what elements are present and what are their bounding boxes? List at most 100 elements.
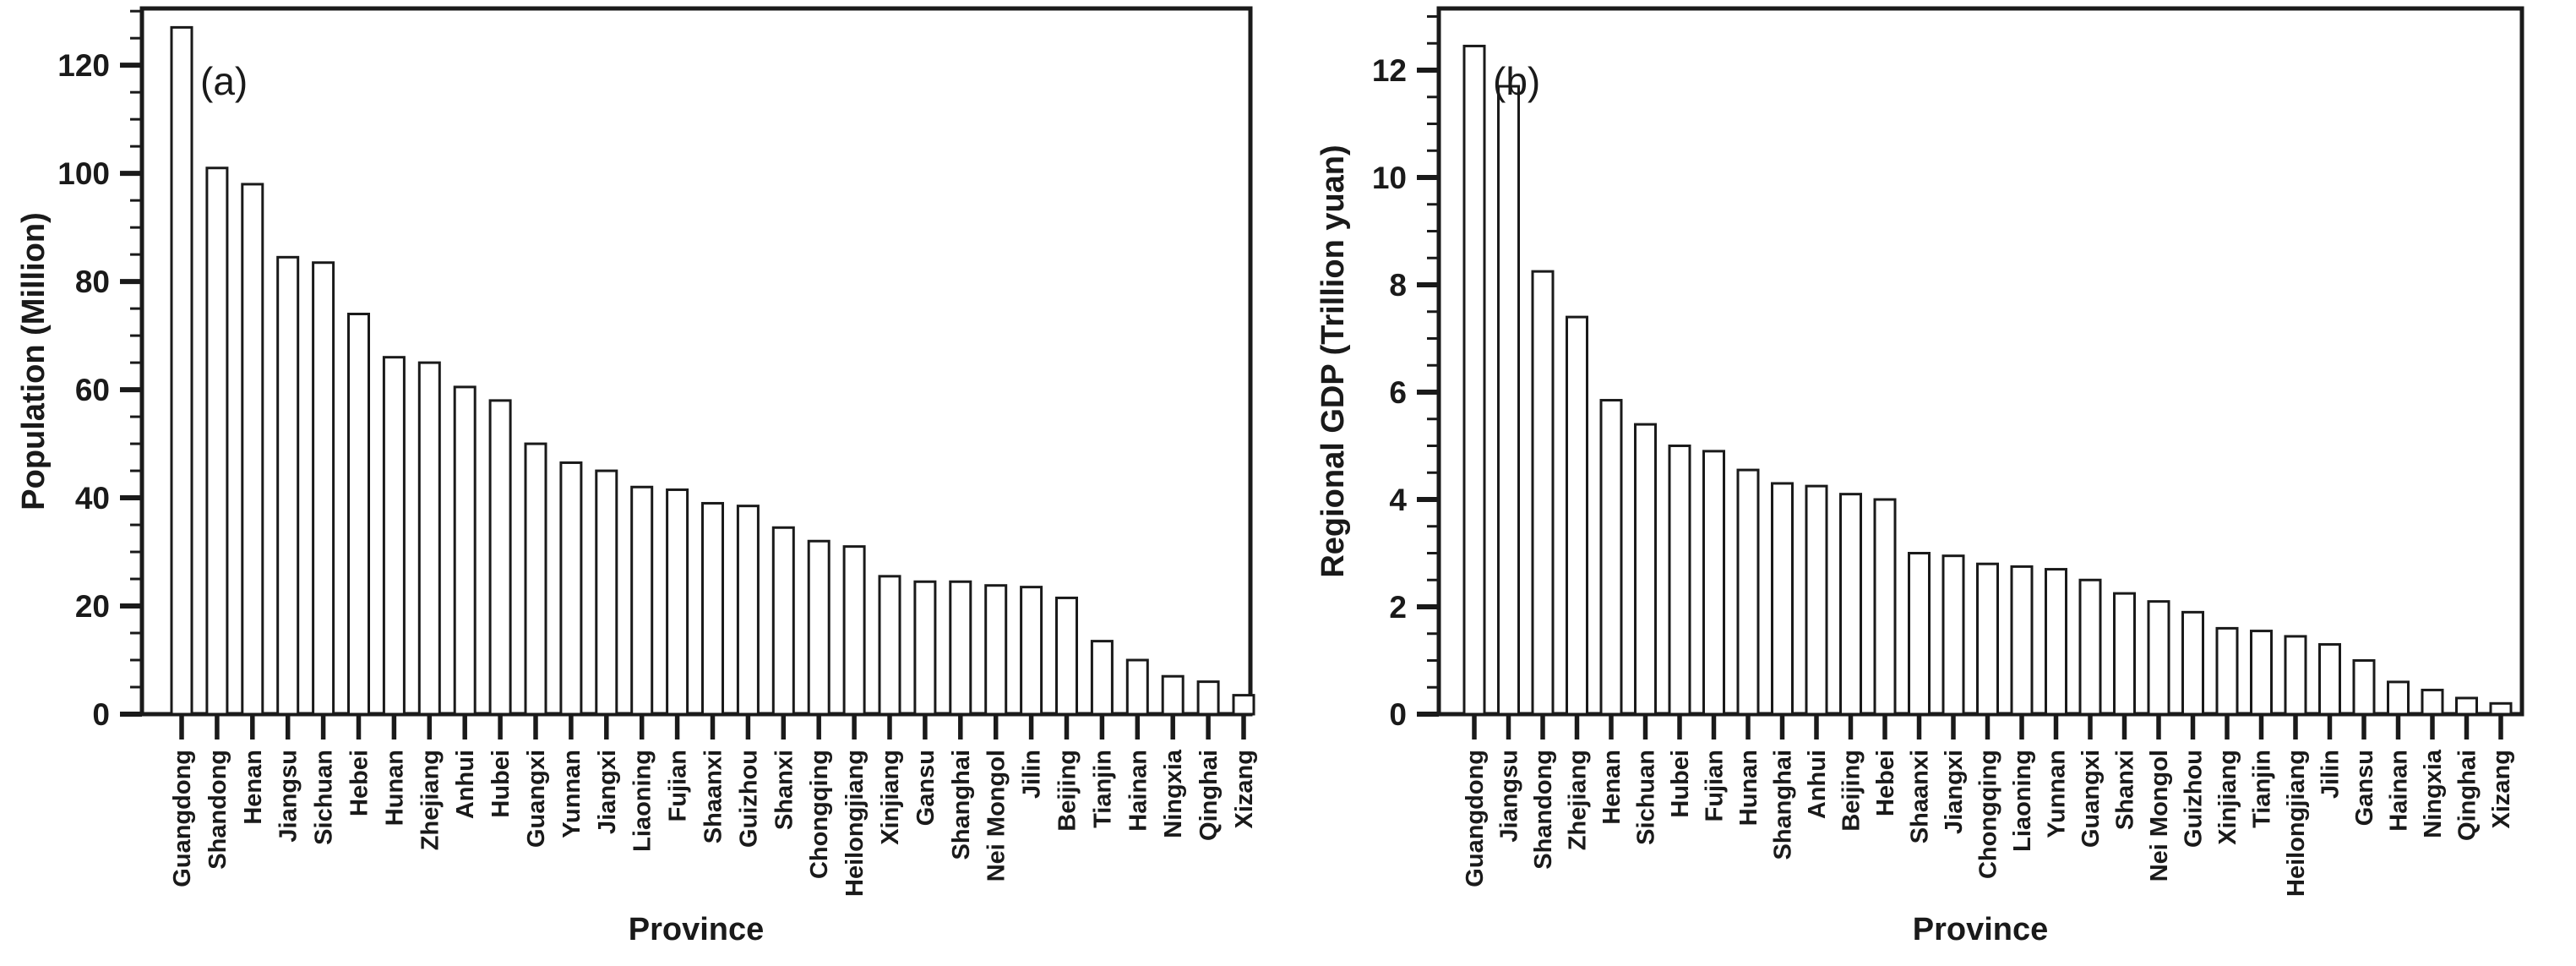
bar-xinjiang	[878, 575, 901, 716]
y-tick-label: 4	[1389, 483, 1407, 517]
y-tick-label: 40	[75, 481, 110, 516]
x-tick-label-anhui: Anhui	[1804, 750, 1831, 819]
bar-jiangsu	[1497, 85, 1520, 716]
x-tick-label-nei-mongol: Nei Mongol	[983, 750, 1010, 881]
bar-liaoning	[2010, 565, 2034, 716]
x-tick-label-chongqing: Chongqing	[1975, 750, 2002, 879]
x-tick-label-hubei: Hubei	[1667, 750, 1694, 818]
bar-yunnan	[559, 461, 583, 716]
bar-jiangxi	[595, 469, 618, 716]
x-tick-label-fujian: Fujian	[665, 750, 692, 821]
x-tick-label-qinghai: Qinghai	[2454, 750, 2481, 841]
x-tick-label-ningxia: Ningxia	[1160, 749, 1187, 838]
bar-qinghai	[2455, 696, 2478, 716]
x-tick-label-jiangsu: Jiangsu	[1496, 750, 1523, 843]
y-tick-label: 0	[92, 697, 110, 732]
bar-hebei	[1873, 498, 1897, 716]
x-tick-label-guangdong: Guangdong	[169, 750, 196, 887]
bar-hebei	[347, 313, 370, 716]
bar-heilongjiang	[2284, 635, 2307, 716]
panel-letter-a: (a)	[200, 59, 248, 103]
x-ticks	[179, 714, 1246, 740]
x-tick-label-shanghai: Shanghai	[948, 750, 975, 860]
bar-nei-mongol	[2147, 600, 2170, 716]
x-tick-label-shaanxi: Shaanxi	[700, 750, 727, 843]
bar-beijing	[1839, 493, 1862, 716]
x-tick-label-shandong: Shandong	[1530, 750, 1557, 870]
y-axis-title: Population (Million)	[16, 212, 52, 510]
x-tick-label-hebei: Hebei	[346, 750, 373, 816]
x-tick-label-tianjin: Tianjin	[1089, 750, 1116, 828]
bar-henan	[241, 183, 264, 716]
x-tick-label-guizhou: Guizhou	[735, 750, 762, 848]
x-tick-label-shandong: Shandong	[204, 750, 231, 870]
bar-shaanxi	[1908, 552, 1931, 716]
bar-ningxia	[2421, 688, 2444, 716]
x-tick-label-hainan: Hainan	[2386, 750, 2413, 832]
bar-hubei	[1668, 445, 1691, 716]
x-tick-label-jiangxi: Jiangxi	[1941, 750, 1968, 834]
bar-nei-mongol	[984, 584, 1008, 716]
bar-guizhou	[736, 505, 760, 716]
y-tick-label: 6	[1389, 375, 1407, 410]
bar-zhejiang	[1566, 315, 1588, 716]
x-tick-label-xizang: Xizang	[1231, 750, 1258, 828]
bar-jiangxi	[1942, 554, 1965, 716]
x-tick-label-shanxi: Shanxi	[2112, 750, 2139, 830]
x-tick-label-yunnan: Yunnan	[558, 750, 585, 838]
x-tick-label-liaoning: Liaoning	[2009, 750, 2036, 852]
x-tick-label-jiangxi: Jiangxi	[594, 750, 621, 834]
bar-guizhou	[2181, 610, 2204, 716]
y-minor-ticks	[1427, 15, 1439, 689]
y-major-ticks: 0 2 4 6 8 10 12	[1372, 53, 1439, 732]
y-tick-label: 8	[1389, 268, 1407, 303]
bar-guangdong	[170, 25, 193, 716]
bar-shanghai	[1771, 482, 1794, 716]
y-axis-title: Regional GDP (Trillion yuan)	[1315, 145, 1351, 577]
x-tick-label-jilin: Jilin	[1019, 750, 1046, 799]
x-axis-title: Province	[629, 912, 765, 947]
x-tick-label-ningxia: Ningxia	[2420, 749, 2447, 838]
panel-letter-b: (b)	[1493, 59, 1540, 103]
bar-liaoning	[630, 485, 654, 716]
x-tick-label-beijing: Beijing	[1054, 750, 1081, 832]
y-tick-label: 2	[1389, 590, 1407, 625]
bar-chongqing	[1976, 562, 1999, 716]
x-tick-label-henan: Henan	[1598, 750, 1626, 825]
x-tick-label-jiangsu: Jiangsu	[275, 750, 302, 843]
x-tick-label-gansu: Gansu	[912, 750, 939, 826]
x-tick-label-qinghai: Qinghai	[1195, 750, 1223, 841]
x-tick-label-zhejiang: Zhejiang	[1565, 750, 1592, 850]
x-tick-label-guangxi: Guangxi	[523, 750, 550, 848]
y-tick-label: 120	[57, 48, 110, 83]
bar-guangdong	[1462, 44, 1486, 716]
x-tick-label-hunan: Hunan	[1735, 750, 1762, 826]
bar-guangxi	[524, 442, 547, 716]
bar-anhui	[453, 385, 477, 716]
bar-shaanxi	[701, 501, 724, 716]
plot-frame	[139, 6, 1253, 717]
x-axis-title: Province	[1913, 912, 2049, 947]
bar-gansu	[2352, 659, 2376, 716]
x-tick-label-xizang: Xizang	[2488, 750, 2515, 828]
x-ticks	[1472, 714, 2503, 740]
x-tick-label-xinjiang: Xinjiang	[2214, 750, 2241, 845]
bar-xinjiang	[2215, 626, 2239, 716]
bar-gansu	[913, 580, 937, 716]
x-tick-label-sichuan: Sichuan	[1633, 750, 1660, 845]
bar-jilin	[1020, 586, 1043, 716]
x-tick-label-guangxi: Guangxi	[2078, 750, 2105, 848]
x-tick-label-hainan: Hainan	[1125, 750, 1152, 832]
bar-henan	[1599, 399, 1623, 716]
bar-guangxi	[2078, 578, 2102, 716]
bar-yunnan	[2045, 568, 2067, 716]
x-tick-labels: Guangdong Shandong Henan Jiangsu Sichuan Hebe…	[169, 749, 1258, 897]
bar-xizang	[1232, 694, 1255, 716]
bar-beijing	[1055, 596, 1078, 716]
bar-tianjin	[2250, 630, 2273, 716]
x-tick-label-nei-mongol: Nei Mongol	[2146, 750, 2173, 881]
x-tick-label-guizhou: Guizhou	[2181, 750, 2208, 848]
y-minor-ticks	[130, 9, 142, 689]
x-tick-label-yunnan: Yunnan	[2044, 750, 2071, 838]
